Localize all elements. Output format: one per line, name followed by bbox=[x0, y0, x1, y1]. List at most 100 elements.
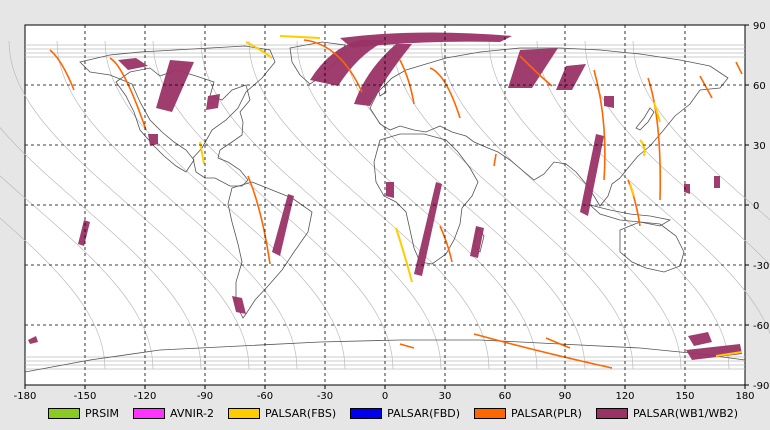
fbs-track bbox=[653, 101, 661, 123]
x-tick-label: -150 bbox=[74, 391, 97, 402]
y-tick-label: 90 bbox=[753, 21, 766, 32]
y-axis: 90 60 30 0 -30 -60 -90 bbox=[745, 21, 769, 392]
plr-track bbox=[429, 67, 461, 119]
wb-swath bbox=[604, 96, 614, 108]
y-tick-label: -90 bbox=[753, 381, 769, 392]
plr-track bbox=[439, 225, 453, 263]
plr-track bbox=[735, 61, 743, 75]
plr-track bbox=[49, 49, 75, 91]
legend-label: PALSAR(FBD) bbox=[387, 406, 461, 420]
wb-swath bbox=[28, 336, 38, 344]
legend-swatch bbox=[595, 407, 628, 419]
plr-track bbox=[399, 59, 415, 105]
legend-item: PALSAR(FBD) bbox=[350, 407, 460, 420]
antarctica-coast bbox=[24, 339, 746, 373]
fbs-track bbox=[245, 41, 273, 59]
legend-label: PALSAR(FBS) bbox=[264, 406, 337, 420]
wb-swath bbox=[688, 332, 712, 346]
y-tick-label: 30 bbox=[753, 141, 766, 152]
wb-swath bbox=[714, 176, 720, 188]
plr-track bbox=[647, 77, 662, 201]
wb-swath bbox=[148, 134, 158, 146]
wb-swath bbox=[556, 64, 586, 90]
x-tick-label: 180 bbox=[735, 391, 754, 402]
x-tick-label: 30 bbox=[439, 391, 452, 402]
wb-swath bbox=[78, 220, 90, 246]
x-tick-label: 0 bbox=[382, 391, 388, 402]
wb-swath bbox=[232, 296, 246, 314]
fbs-track bbox=[629, 183, 635, 197]
x-axis: -180 -150 -120 -90 -60 -30 0 30 60 90 120 150 180 bbox=[14, 385, 755, 402]
wb-swath bbox=[118, 58, 148, 70]
x-tick-label: -90 bbox=[197, 391, 213, 402]
legend-item: PRSIM bbox=[48, 407, 119, 420]
orbit-track bbox=[632, 40, 770, 221]
plr-track bbox=[473, 333, 613, 369]
wb-swath bbox=[354, 44, 412, 106]
legend-label: PALSAR(PLR) bbox=[511, 406, 582, 420]
legend-swatch bbox=[48, 407, 80, 419]
x-tick-label: 60 bbox=[499, 391, 512, 402]
legend-swatch bbox=[474, 407, 507, 419]
legend-label: AVNIR-2 bbox=[170, 406, 214, 420]
legend: PRSIM AVNIR-2 PALSAR(FBS) PALSAR(FBD) PALSAR… bbox=[48, 404, 752, 422]
australia-coast bbox=[619, 221, 685, 273]
x-tick-label: -120 bbox=[134, 391, 157, 402]
y-tick-label: -30 bbox=[753, 261, 769, 272]
plr-tracks bbox=[49, 39, 743, 369]
wb-swath bbox=[470, 226, 484, 258]
plr-track bbox=[627, 179, 641, 227]
plr-track bbox=[699, 75, 713, 99]
legend-item: PALSAR(WB1/WB2) bbox=[595, 406, 739, 420]
legend-swatch bbox=[350, 407, 383, 419]
wb-swath bbox=[156, 60, 194, 112]
plr-track bbox=[519, 55, 553, 87]
plr-track bbox=[247, 175, 271, 265]
eurasia-coast bbox=[369, 47, 729, 207]
x-tick-label: -60 bbox=[257, 391, 273, 402]
y-tick-label: 0 bbox=[753, 201, 759, 212]
x-tick-label: 90 bbox=[559, 391, 572, 402]
legend-label: PALSAR(WB1/WB2) bbox=[632, 406, 739, 420]
fbs-tracks bbox=[199, 35, 743, 357]
north-america-coast bbox=[79, 45, 276, 187]
y-tick-label: 60 bbox=[753, 81, 766, 92]
legend-label: PRSIM bbox=[85, 406, 119, 420]
plr-track bbox=[493, 153, 497, 167]
legend-item: PALSAR(FBS) bbox=[227, 406, 337, 420]
legend-item: PALSAR(PLR) bbox=[474, 407, 582, 420]
wb-swath bbox=[580, 134, 604, 216]
plr-track bbox=[303, 39, 363, 93]
legend-item: AVNIR-2 bbox=[133, 407, 214, 420]
africa-coast bbox=[373, 133, 479, 265]
japan-coast bbox=[635, 107, 655, 131]
wb-swath bbox=[272, 194, 294, 256]
plr-track bbox=[545, 337, 571, 349]
map-grid bbox=[25, 25, 745, 385]
wb-swath bbox=[386, 182, 394, 198]
plr-track bbox=[399, 343, 415, 349]
plr-track bbox=[109, 57, 147, 131]
orbit-track bbox=[0, 217, 106, 370]
wb-swath bbox=[686, 344, 742, 360]
x-tick-label: -30 bbox=[317, 391, 333, 402]
x-tick-label: 120 bbox=[615, 391, 634, 402]
fbs-track bbox=[639, 139, 646, 157]
wb-swath bbox=[684, 184, 690, 194]
wb-swaths bbox=[28, 32, 742, 360]
x-tick-label: 150 bbox=[675, 391, 694, 402]
wb-swath bbox=[310, 40, 388, 86]
fbs-track bbox=[395, 227, 413, 283]
y-tick-label: -60 bbox=[753, 321, 769, 332]
wb-swath bbox=[340, 32, 512, 48]
legend-swatch bbox=[133, 407, 165, 419]
wb-swath bbox=[206, 94, 220, 110]
fbs-track bbox=[715, 351, 743, 357]
legend-swatch bbox=[227, 407, 260, 419]
indonesia-coast bbox=[589, 204, 672, 227]
x-tick-label: -180 bbox=[14, 391, 37, 402]
wb-swath bbox=[414, 182, 442, 276]
fbs-track bbox=[199, 141, 205, 165]
plr-track bbox=[593, 69, 606, 181]
